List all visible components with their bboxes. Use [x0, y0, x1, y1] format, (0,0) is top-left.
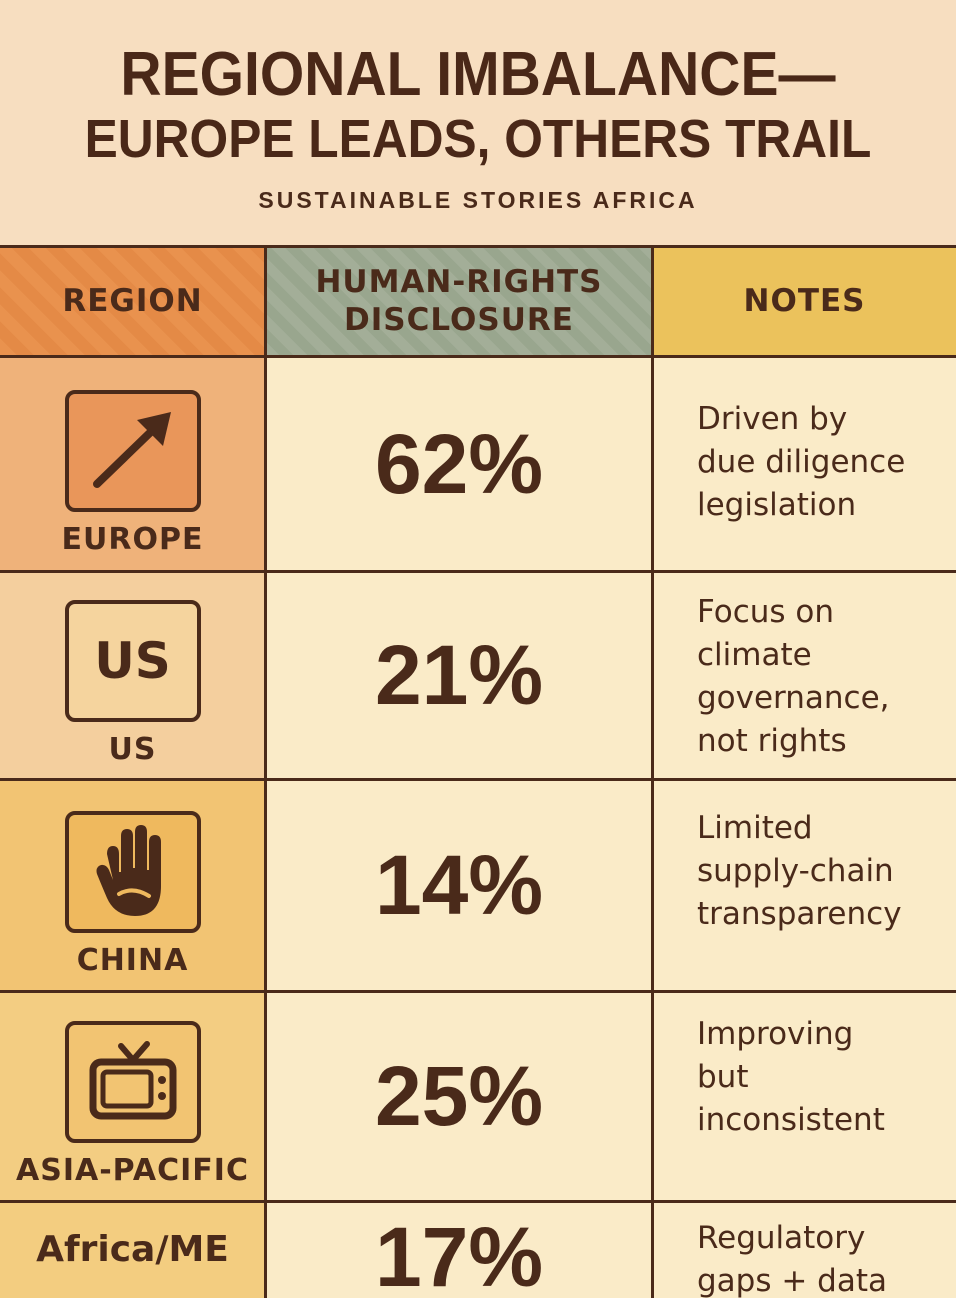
column-header-region-label: REGION — [62, 282, 203, 319]
note-africa-me-line-2: gaps + data — [697, 1263, 888, 1298]
disclosure-value-china: 14% — [265, 781, 653, 990]
region-label-africa-me: Africa/ME — [36, 1229, 229, 1270]
disclosure-value-us: 21% — [265, 573, 653, 778]
region-label-us: US — [108, 732, 157, 767]
subtitle: SUSTAINABLE STORIES AFRICA — [258, 187, 698, 213]
row-divider — [0, 778, 956, 781]
note-europe-line-2: due diligence — [697, 444, 906, 480]
note-us-line-3: governance, — [697, 680, 890, 716]
column-header-disclosure-label: HUMAN-RIGHTS DISCLOSURE — [315, 264, 603, 338]
note-europe: Driven by due diligence legislation — [653, 358, 956, 570]
note-us: Focus on climate governance, not rights — [653, 573, 956, 778]
table-row-us-region: US US — [0, 573, 265, 778]
column-header-disclosure: HUMAN-RIGHTS DISCLOSURE — [265, 248, 653, 355]
note-asia-pacific: Improving but inconsistent — [653, 993, 956, 1200]
hand-icon — [64, 811, 201, 933]
note-us-line-4: not rights — [697, 723, 847, 759]
tv-icon — [64, 1021, 201, 1143]
table-row-china-region: CHINA — [0, 781, 265, 990]
disclosure-value-europe: 62% — [265, 358, 653, 570]
disclosure-table: REGION HUMAN-RIGHTS DISCLOSURE NOTES EUR… — [0, 245, 956, 1298]
title-line-1: REGIONAL IMBALANCE— — [120, 40, 836, 109]
row-divider — [0, 355, 956, 358]
note-africa-me: Regulatory gaps + data — [653, 1203, 956, 1298]
note-asia-pacific-line-3: inconsistent — [697, 1102, 885, 1138]
table-row-asia-pacific-region: ASIA-PACIFIC — [0, 993, 265, 1200]
disclosure-value-africa-me: 17% — [374, 1210, 544, 1298]
column-header-notes: NOTES — [653, 248, 956, 355]
us-icon-text: US — [94, 632, 171, 690]
note-asia-pacific-line-2: but — [697, 1059, 749, 1095]
note-asia-pacific-line-1: Improving — [697, 1016, 854, 1052]
note-us-line-1: Focus on — [697, 594, 835, 630]
title-line-2: EUROPE LEADS, OTHERS TRAIL — [84, 109, 872, 169]
row-divider — [0, 990, 956, 993]
column-header-region: REGION — [0, 248, 265, 355]
table-row-africa-me-region: Africa/ME — [0, 1203, 265, 1298]
header: REGIONAL IMBALANCE— EUROPE LEADS, OTHERS… — [0, 0, 956, 245]
note-china-line-3: transparency — [697, 896, 902, 932]
row-divider — [0, 1200, 956, 1203]
note-europe-line-3: legislation — [697, 487, 857, 523]
region-label-china: CHINA — [76, 943, 189, 978]
arrow-up-right-icon — [64, 390, 201, 512]
row-divider — [0, 570, 956, 573]
column-divider — [651, 248, 654, 1298]
table-row-europe-region: EUROPE — [0, 358, 265, 570]
note-china: Limited supply-chain transparency — [653, 781, 956, 990]
us-text-icon: US — [64, 600, 201, 722]
disclosure-value-asia-pacific: 25% — [265, 993, 653, 1200]
region-label-europe: EUROPE — [61, 522, 204, 557]
region-label-asia-pacific: ASIA-PACIFIC — [16, 1153, 249, 1188]
note-us-line-2: climate — [697, 637, 812, 673]
column-header-notes-label: NOTES — [743, 282, 866, 319]
note-china-line-2: supply-chain — [697, 853, 894, 889]
note-china-line-1: Limited — [697, 810, 813, 846]
note-africa-me-line-1: Regulatory — [697, 1220, 866, 1256]
disclosure-value-africa-me-cell: 17% — [265, 1203, 653, 1298]
column-divider — [264, 248, 267, 1298]
note-europe-line-1: Driven by — [697, 401, 848, 437]
